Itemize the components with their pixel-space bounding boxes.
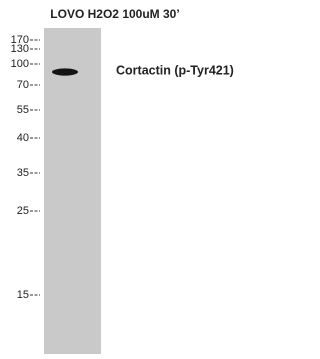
- lane: [44, 28, 101, 354]
- marker-label: 35: [17, 167, 29, 179]
- band-label: Cortactin (p-Tyr421): [116, 63, 234, 77]
- band: [52, 68, 78, 75]
- lane-label: LOVO H2O2 100uM 30’: [50, 7, 179, 21]
- marker-label: 130: [11, 43, 29, 55]
- marker-label: 70: [17, 79, 29, 91]
- western-blot: LOVO H2O2 100uM 30’ Cortactin (p-Tyr421)…: [0, 0, 250, 354]
- marker-label: 40: [17, 132, 29, 144]
- page: LOVO H2O2 100uM 30’ Cortactin (p-Tyr421)…: [0, 0, 250, 354]
- marker-label: 15: [17, 289, 29, 301]
- marker-label: 55: [17, 104, 29, 116]
- marker-label: 25: [17, 205, 29, 217]
- marker-label: 100: [11, 58, 29, 70]
